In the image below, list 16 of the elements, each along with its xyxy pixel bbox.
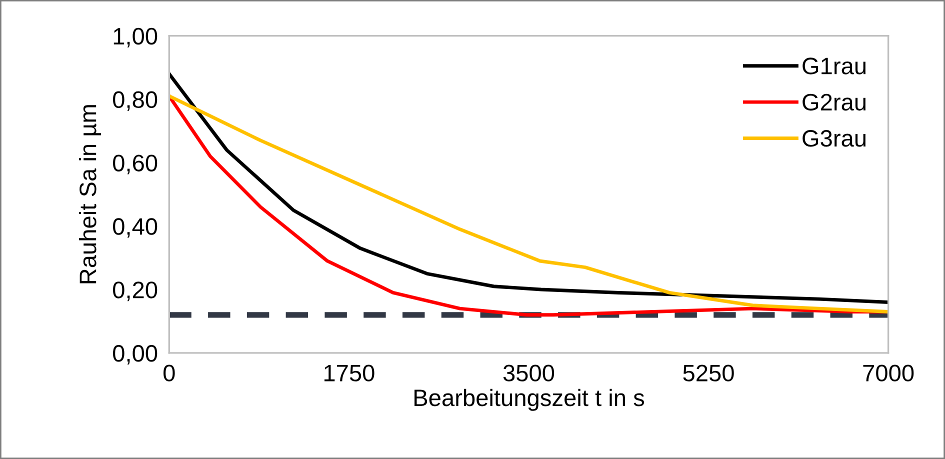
y-tick-label: 1,00 xyxy=(114,28,158,48)
y-tick-label: 0,40 xyxy=(113,218,158,238)
y-tick-label: 0,80 xyxy=(113,91,158,111)
x-tick-label: 0 xyxy=(164,364,175,382)
x-tick-label: 7000 xyxy=(863,364,914,382)
y-tick-label: 0,20 xyxy=(113,282,158,302)
y-tick-label: 0,60 xyxy=(113,154,158,174)
legend-label: G3rau xyxy=(802,130,866,147)
y-tick-label: 0,00 xyxy=(113,345,158,365)
x-axis-title: Bearbeitungszeit t in s xyxy=(414,388,644,411)
legend-label: G1rau xyxy=(802,58,866,74)
x-tick-label: 3500 xyxy=(503,364,554,382)
legend-label: G2rau xyxy=(802,94,866,111)
x-tick-label: 5250 xyxy=(683,364,734,382)
y-axis-title: Rauheit Sa in µm xyxy=(78,105,101,284)
x-tick-label: 1750 xyxy=(324,364,374,382)
